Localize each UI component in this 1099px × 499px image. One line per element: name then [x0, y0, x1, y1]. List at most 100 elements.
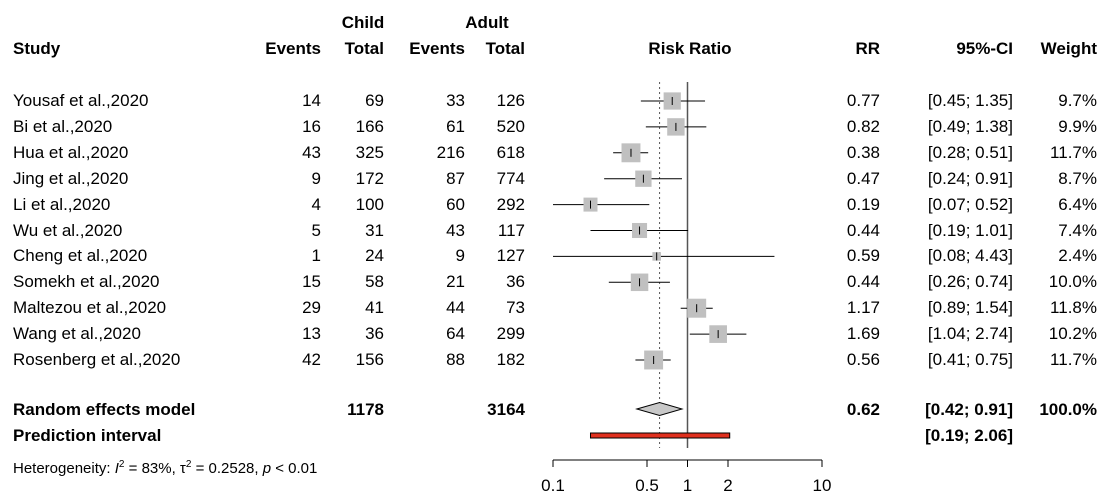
study-name: Hua et al.,2020 — [13, 142, 129, 162]
events-child: 29 — [302, 298, 321, 318]
total-adult: 520 — [496, 116, 525, 136]
x-axis-tick-label: 10 — [813, 476, 832, 495]
study-name: Somekh et al.,2020 — [13, 272, 160, 292]
study-ci: [0.26; 0.74] — [927, 272, 1013, 292]
i2-value: = 83%, — [124, 460, 180, 477]
p-symbol: p — [262, 460, 272, 477]
total-adult: 73 — [506, 298, 525, 318]
header-child-group: Child — [341, 13, 385, 32]
study-weight: 9.7% — [1058, 91, 1097, 110]
pooled-total-child: 1178 — [347, 400, 384, 419]
total-adult: 292 — [496, 194, 525, 214]
i2-symbol: I — [114, 460, 119, 477]
study-weight: 11.8% — [1050, 298, 1097, 318]
study-weight: 8.7% — [1058, 168, 1097, 188]
x-axis-tick-label: 0.1 — [541, 476, 565, 495]
events-adult: 61 — [446, 116, 465, 136]
study-name: Jing et al.,2020 — [13, 168, 129, 188]
prediction-label: Prediction interval — [13, 426, 162, 445]
prediction-interval-bar — [589, 432, 731, 439]
header-study: Study — [13, 39, 61, 58]
study-ci: [0.19; 1.01] — [927, 220, 1013, 240]
study-weight: 9.9% — [1058, 116, 1097, 136]
x-axis-tick-label: 2 — [723, 476, 732, 495]
total-adult: 127 — [496, 246, 525, 266]
prediction-ci: [0.19; 2.06] — [925, 426, 1013, 445]
events-adult: 33 — [446, 91, 465, 110]
header-total-adult: Total — [485, 39, 525, 58]
events-adult: 87 — [446, 168, 465, 188]
total-child: 24 — [365, 246, 384, 266]
study-weight: 11.7% — [1050, 350, 1097, 369]
study-weight: 11.7% — [1050, 142, 1097, 162]
events-adult: 88 — [446, 350, 465, 369]
study-ci: [0.28; 0.51] — [927, 142, 1013, 162]
study-name: Rosenberg et al.,2020 — [13, 350, 181, 369]
pooled-total-adult: 3164 — [487, 400, 525, 419]
total-child: 166 — [355, 116, 384, 136]
i2-sup: 2 — [118, 459, 125, 470]
x-axis-tick-label: 0.5 — [635, 476, 659, 495]
header-events-adult: Events — [409, 39, 465, 58]
study-ci: [0.07; 0.52] — [927, 194, 1013, 214]
heterogeneity-prefix: Heterogeneity: — [13, 460, 115, 477]
study-weight: 7.4% — [1058, 220, 1097, 240]
events-adult: 60 — [446, 194, 465, 214]
study-rr: 1.17 — [846, 298, 880, 318]
events-adult: 44 — [446, 298, 465, 318]
pooled-label: Random effects model — [13, 400, 196, 419]
study-name: Bi et al.,2020 — [13, 116, 113, 136]
events-child: 5 — [311, 220, 321, 240]
events-adult: 43 — [446, 220, 465, 240]
events-child: 9 — [311, 168, 321, 188]
total-child: 156 — [355, 350, 384, 369]
study-name: Maltezou et al.,2020 — [13, 298, 167, 318]
pooled-diamond — [635, 401, 684, 417]
study-rr: 0.56 — [846, 350, 880, 369]
header-weight: Weight — [1040, 39, 1097, 58]
events-child: 16 — [302, 116, 321, 136]
study-rr: 1.69 — [846, 324, 880, 344]
study-rr: 0.59 — [846, 246, 880, 266]
events-adult: 21 — [446, 272, 465, 292]
study-ci: [0.24; 0.91] — [927, 168, 1013, 188]
total-child: 100 — [355, 194, 384, 214]
study-ci: [0.45; 1.35] — [927, 91, 1013, 110]
total-adult: 182 — [496, 350, 525, 369]
pooled-weight: 100.0% — [1039, 400, 1097, 419]
study-name: Li et al.,2020 — [13, 194, 111, 214]
total-adult: 618 — [496, 142, 525, 162]
header-risk-ratio: Risk Ratio — [648, 39, 732, 58]
total-child: 41 — [365, 298, 384, 318]
p-value: < 0.01 — [271, 460, 318, 477]
events-adult: 64 — [446, 324, 465, 344]
study-rr: 0.44 — [846, 272, 880, 292]
events-child: 14 — [302, 91, 321, 110]
total-adult: 774 — [496, 168, 525, 188]
total-child: 325 — [355, 142, 384, 162]
study-rr: 0.44 — [846, 220, 880, 240]
study-weight: 6.4% — [1058, 194, 1097, 214]
total-adult: 126 — [496, 91, 525, 110]
study-ci: [1.04; 2.74] — [927, 324, 1013, 344]
study-rr: 0.47 — [846, 168, 880, 188]
pooled-rr: 0.62 — [846, 400, 880, 419]
study-weight: 2.4% — [1058, 246, 1097, 266]
events-child: 4 — [311, 194, 321, 214]
total-child: 172 — [355, 168, 384, 188]
study-rr: 0.38 — [846, 142, 880, 162]
header-events-child: Events — [265, 39, 321, 58]
tau-sup: 2 — [185, 459, 192, 470]
heterogeneity-text: Heterogeneity: I2 = 83%, τ2 = 0.2528, p … — [13, 455, 317, 479]
header-rr: RR — [855, 39, 880, 58]
study-name: Yousaf et al.,2020 — [13, 91, 149, 110]
study-ci: [0.41; 0.75] — [927, 350, 1013, 369]
events-child: 15 — [302, 272, 321, 292]
study-weight: 10.2% — [1048, 324, 1097, 344]
study-name: Cheng et al.,2020 — [13, 246, 148, 266]
header-total-child: Total — [344, 39, 384, 58]
study-ci: [0.89; 1.54] — [927, 298, 1013, 318]
events-adult: 9 — [455, 246, 465, 266]
events-adult: 216 — [436, 142, 465, 162]
total-adult: 299 — [496, 324, 525, 344]
